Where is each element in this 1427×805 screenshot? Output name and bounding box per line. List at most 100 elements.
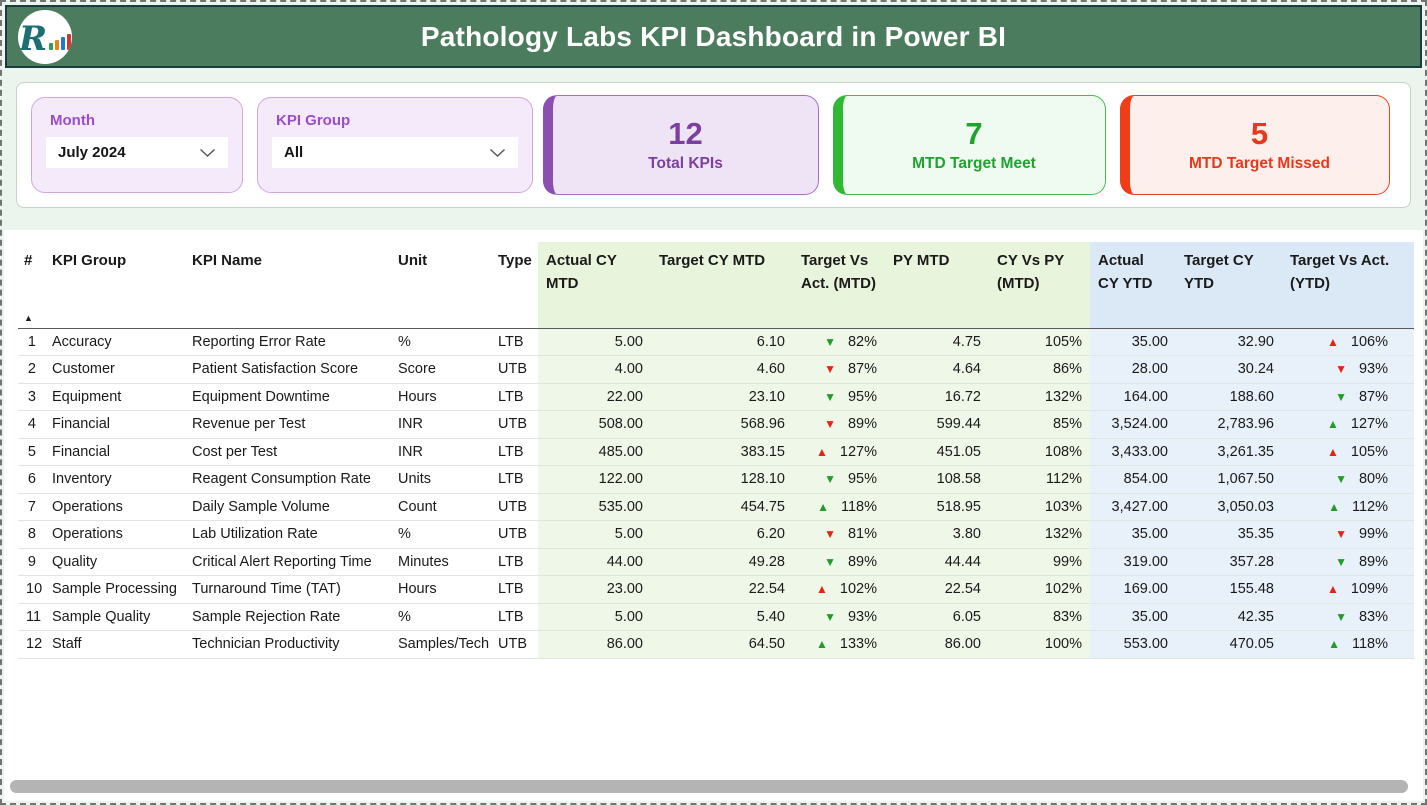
row-number-cell: 2	[18, 355, 44, 384]
unit-cell: Score	[390, 355, 490, 384]
column-header-actual-cy-mtd[interactable]: Actual CY MTD	[538, 242, 651, 329]
actual-cy-ytd-cell: 854.00	[1090, 465, 1176, 494]
table-row: 3 Equipment Equipment Downtime Hours LTB 22.0…	[18, 383, 1414, 411]
type-cell: UTB	[490, 630, 538, 659]
unit-cell: Hours	[390, 383, 490, 411]
target-cy-ytd-cell: 3,050.03	[1176, 493, 1282, 521]
target-cy-ytd-cell: 1,067.50	[1176, 465, 1282, 494]
cy-vs-py-mtd-cell: 103%	[989, 493, 1090, 521]
target-cy-mtd-cell: 128.10	[651, 465, 793, 494]
py-mtd-cell: 22.54	[885, 575, 989, 604]
type-cell: LTB	[490, 603, 538, 631]
percent-value: 133%	[839, 636, 877, 653]
horizontal-scrollbar[interactable]	[10, 780, 1408, 793]
actual-cy-mtd-cell: 122.00	[538, 465, 651, 494]
actual-cy-mtd-cell: 508.00	[538, 410, 651, 439]
target-vs-act-ytd-cell: ▲ 112%	[1282, 493, 1414, 521]
actual-cy-ytd-cell: 35.00	[1090, 520, 1176, 549]
percent-value: 127%	[839, 443, 877, 460]
unit-cell: INR	[390, 438, 490, 466]
kpi-group-slicer-label: KPI Group	[276, 112, 351, 129]
kpi-group-cell: Inventory	[44, 465, 184, 494]
target-vs-act-ytd-cell: ▲ 105%	[1282, 438, 1414, 466]
column-header-target-vs-act-mtd[interactable]: Target Vs Act. (MTD)	[793, 242, 885, 329]
percent-value: 89%	[1358, 553, 1388, 570]
row-number-cell: 4	[18, 410, 44, 439]
up-triangle-icon: ▲	[1327, 417, 1339, 432]
chevron-down-icon	[200, 148, 215, 157]
type-cell: UTB	[490, 520, 538, 549]
target-cy-ytd-cell: 357.28	[1176, 548, 1282, 576]
percent-value: 118%	[1351, 636, 1388, 653]
column-header-cy-vs-py-mtd[interactable]: CY Vs PY (MTD)	[989, 242, 1090, 329]
down-triangle-icon: ▼	[824, 527, 836, 542]
percent-value: 102%	[839, 581, 877, 598]
percent-value: 87%	[847, 361, 877, 378]
row-number-cell: 1	[18, 328, 44, 356]
target-vs-act-ytd-cell: ▲ 127%	[1282, 410, 1414, 439]
column-header-kpi-name[interactable]: KPI Name	[184, 242, 390, 329]
column-header-type[interactable]: Type	[490, 242, 538, 329]
down-triangle-icon: ▼	[824, 417, 836, 432]
kpi-name-cell: Reporting Error Rate	[184, 328, 390, 356]
kpi-group-cell: Staff	[44, 630, 184, 659]
target-vs-act-mtd-cell: ▼ 87%	[793, 355, 885, 384]
actual-cy-ytd-cell: 164.00	[1090, 383, 1176, 411]
target-vs-act-ytd-cell: ▼ 89%	[1282, 548, 1414, 576]
actual-cy-mtd-cell: 5.00	[538, 520, 651, 549]
target-vs-act-ytd-cell: ▼ 83%	[1282, 603, 1414, 631]
actual-cy-ytd-cell: 169.00	[1090, 575, 1176, 604]
actual-cy-ytd-cell: 28.00	[1090, 355, 1176, 384]
column-header-target-cy-mtd[interactable]: Target CY MTD	[651, 242, 793, 329]
target-vs-act-ytd-cell: ▼ 93%	[1282, 355, 1414, 384]
target-cy-ytd-cell: 155.48	[1176, 575, 1282, 604]
sort-ascending-icon[interactable]: ▲	[24, 313, 33, 323]
target-cy-ytd-cell: 2,783.96	[1176, 410, 1282, 439]
kpi-group-dropdown[interactable]: All	[272, 137, 518, 168]
percent-value: 89%	[847, 416, 877, 433]
table-row: 4 Financial Revenue per Test INR UTB 508.00 56…	[18, 410, 1414, 439]
target-cy-mtd-cell: 6.20	[651, 520, 793, 549]
up-triangle-icon: ▲	[1327, 444, 1339, 459]
py-mtd-cell: 16.72	[885, 383, 989, 411]
down-triangle-icon: ▼	[824, 609, 836, 624]
py-mtd-cell: 86.00	[885, 630, 989, 659]
kpi-group-slicer: KPI Group All	[257, 97, 533, 193]
down-triangle-icon: ▼	[1335, 554, 1347, 569]
column-header-index[interactable]: # ▲	[18, 242, 44, 329]
column-header-actual-cy-ytd[interactable]: Actual CY YTD	[1090, 242, 1176, 329]
percent-value: 99%	[1358, 526, 1388, 543]
target-cy-ytd-cell: 35.35	[1176, 520, 1282, 549]
column-header-target-cy-ytd[interactable]: Target CY YTD	[1176, 242, 1282, 329]
column-header-py-mtd[interactable]: PY MTD	[885, 242, 989, 329]
kpi-name-cell: Equipment Downtime	[184, 383, 390, 411]
table-section: # ▲ KPI Group KPI Name Unit Type Actual …	[4, 230, 1423, 801]
py-mtd-cell: 6.05	[885, 603, 989, 631]
type-cell: LTB	[490, 383, 538, 411]
target-vs-act-mtd-cell: ▲ 133%	[793, 630, 885, 659]
table-row: 1 Accuracy Reporting Error Rate% LTB 5.00 6.1…	[18, 328, 1414, 356]
target-vs-act-ytd-cell: ▼ 87%	[1282, 383, 1414, 411]
target-vs-act-ytd-cell: ▲ 118%	[1282, 630, 1414, 659]
month-dropdown[interactable]: July 2024	[46, 137, 228, 168]
target-cy-mtd-cell: 6.10	[651, 328, 793, 356]
column-header-unit[interactable]: Unit	[390, 242, 490, 329]
table-row: 10 Sample Processing Turnaround Time (TAT)…	[18, 575, 1414, 604]
down-triangle-icon: ▼	[824, 334, 836, 349]
kpi-group-cell: Customer	[44, 355, 184, 384]
actual-cy-mtd-cell: 535.00	[538, 493, 651, 521]
table-header-row: # ▲ KPI Group KPI Name Unit Type Actual …	[18, 242, 1414, 329]
mtd-target-meet-card: 7 MTD Target Meet	[833, 95, 1106, 195]
column-header-kpi-group[interactable]: KPI Group	[44, 242, 184, 329]
up-triangle-icon: ▲	[1327, 334, 1339, 349]
table-row: 12 Staff Technician Productivity Samples/Te…	[18, 630, 1414, 659]
title-bar: R Pathology Labs KPI Dashboard in Power …	[5, 5, 1422, 68]
actual-cy-mtd-cell: 22.00	[538, 383, 651, 411]
kpi-group-selected-value: All	[284, 144, 304, 161]
target-vs-act-ytd-cell: ▼ 99%	[1282, 520, 1414, 549]
down-triangle-icon: ▼	[824, 554, 836, 569]
cy-vs-py-mtd-cell: 102%	[989, 575, 1090, 604]
percent-value: 109%	[1350, 581, 1388, 598]
actual-cy-ytd-cell: 553.00	[1090, 630, 1176, 659]
column-header-target-vs-act-ytd[interactable]: Target Vs Act. (YTD)	[1282, 242, 1414, 329]
